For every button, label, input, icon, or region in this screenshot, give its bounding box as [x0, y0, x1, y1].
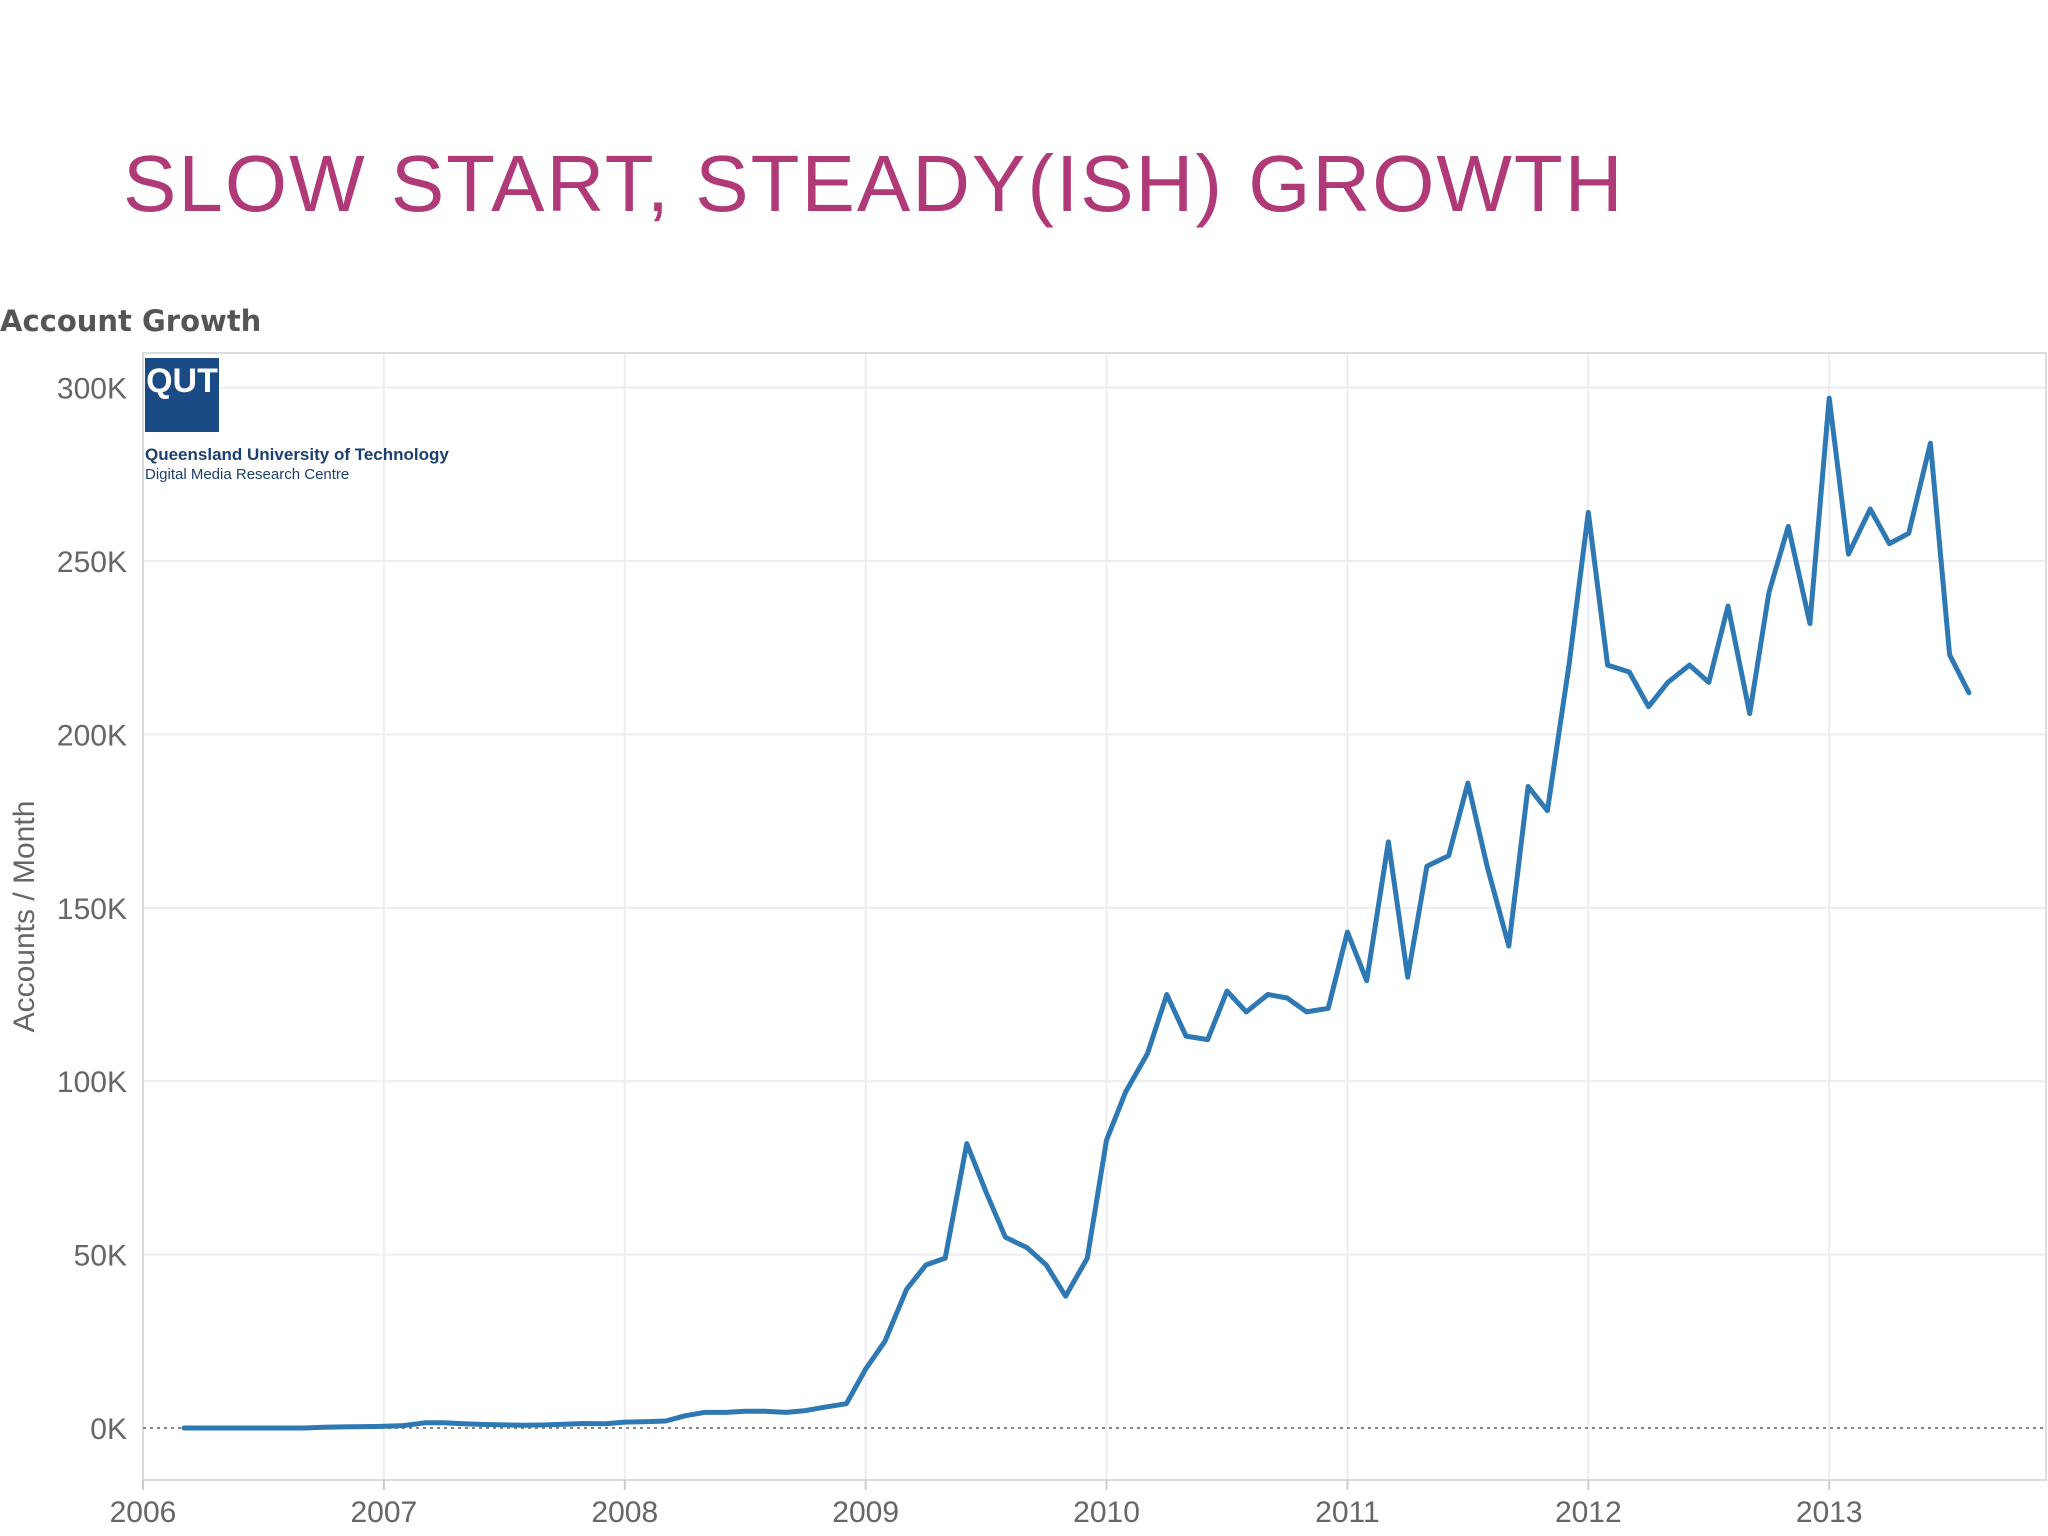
chart-axes: 0K 50K 100K 150K 200K 250K 300K 2006 2007 2008 200…: [57, 373, 1863, 1529]
y-tick-label: 250K: [57, 546, 127, 579]
x-tick-label: 2011: [1315, 1496, 1380, 1529]
qut-logo: QUT Queensland University of Technology …: [145, 358, 449, 483]
y-tick-label: 300K: [57, 373, 127, 406]
y-tick-label: 200K: [57, 719, 127, 752]
chart-title: Account Growth: [0, 304, 262, 338]
x-tick-label: 2013: [1796, 1496, 1863, 1529]
x-tick-label: 2006: [110, 1496, 177, 1529]
y-tick-label: 150K: [57, 893, 127, 926]
slide-title: SLOW START, STEADY(ISH) GROWTH: [123, 139, 1625, 228]
x-tick-label: 2007: [351, 1496, 418, 1529]
plot-frame: [142, 352, 2047, 1481]
series-line-accounts: [181, 395, 1972, 1431]
y-tick-label: 0K: [90, 1413, 127, 1446]
x-tick-label: 2010: [1073, 1496, 1140, 1529]
chart-grid: [142, 353, 2046, 1480]
x-tick-label: 2012: [1555, 1496, 1622, 1529]
qut-logo-line1: Queensland University of Technology: [145, 445, 449, 464]
qut-logo-mark-text: QUT: [146, 362, 218, 400]
x-tick-label: 2009: [832, 1496, 899, 1529]
qut-logo-line2: Digital Media Research Centre: [145, 466, 349, 483]
y-tick-label: 50K: [74, 1240, 127, 1273]
y-axis-label: Accounts / Month: [8, 801, 41, 1033]
qut-logo-mark: [145, 358, 219, 432]
x-tick-label: 2008: [591, 1496, 658, 1529]
y-tick-label: 100K: [57, 1066, 127, 1099]
